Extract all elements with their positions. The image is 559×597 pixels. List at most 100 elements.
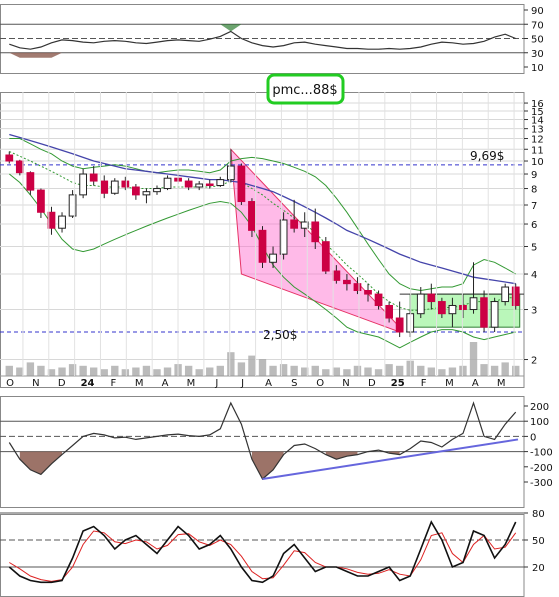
volume-bar	[100, 369, 108, 376]
volume-bar	[501, 362, 509, 376]
candle-up	[490, 301, 499, 328]
candle-down	[321, 241, 330, 272]
month-label: M	[497, 378, 506, 389]
volume-bar	[5, 365, 13, 376]
rsi-panel	[0, 23, 524, 58]
candle-up	[416, 293, 425, 315]
rsi-tick-label: 50	[531, 35, 544, 46]
cci-tick-label: -200	[530, 463, 553, 474]
volume-bar	[343, 369, 351, 376]
volume-bar	[153, 369, 161, 376]
candle-down	[511, 286, 520, 306]
volume-bar	[111, 365, 119, 376]
month-label: M	[187, 378, 196, 389]
volume-bar	[385, 364, 393, 376]
volume-bar	[459, 365, 467, 376]
volume-bar	[37, 365, 45, 376]
candle-down	[89, 173, 98, 182]
month-label: O	[6, 378, 14, 389]
price-tick-label: 15	[531, 107, 544, 118]
price-tick-label: 3	[531, 306, 537, 317]
price-tick-label: 9	[531, 170, 537, 181]
volume-bar	[248, 355, 256, 376]
volume-bar	[364, 367, 372, 376]
month-label: M	[135, 378, 144, 389]
price-tick-label: 16	[531, 99, 544, 110]
price-tick-label: 8	[531, 185, 537, 196]
candle-up	[110, 180, 119, 194]
month-label: J	[240, 378, 244, 389]
month-label: F	[111, 378, 117, 389]
candle-up	[68, 194, 77, 217]
candle-down	[205, 183, 214, 186]
month-label: J	[214, 378, 218, 389]
price-tick-label: 6	[531, 220, 537, 231]
candle-down	[459, 304, 467, 311]
month-label: A	[162, 378, 169, 389]
candle-down	[15, 160, 24, 174]
candle-up	[142, 191, 151, 196]
volume-bar	[301, 367, 309, 376]
volume-bar	[68, 364, 77, 376]
candle-down	[427, 293, 436, 303]
candle-up	[79, 173, 88, 196]
price-tick-label: 14	[531, 116, 544, 127]
year-label: 24	[81, 378, 95, 389]
month-label: N	[32, 378, 39, 389]
candle-up	[195, 183, 204, 188]
candle-down	[395, 317, 404, 333]
price-tick-label: 11	[531, 145, 544, 156]
candle-down	[37, 189, 45, 213]
candle-down	[343, 279, 351, 285]
volume-bar	[16, 367, 24, 376]
candle-up	[226, 165, 235, 181]
candle-down	[237, 165, 246, 203]
cci-tick-label: -100	[530, 448, 553, 459]
price-tick-label: 5	[531, 243, 537, 254]
price-tick-label: 7	[531, 201, 537, 212]
candle-down	[47, 211, 56, 229]
cci-oversold-area	[19, 451, 63, 475]
ticker-badge: pmc...88$	[266, 73, 345, 105]
stoch-signal-line	[9, 530, 517, 582]
stoch-tick-label: 20	[532, 563, 545, 574]
candle-down	[248, 201, 256, 231]
volume-bar	[332, 367, 341, 376]
volume-bar	[58, 367, 66, 376]
month-label: D	[58, 378, 66, 389]
volume-bar	[216, 365, 224, 376]
price-frame	[0, 92, 525, 388]
candle-up	[469, 297, 478, 311]
price-panel: O N D 24 F M A M J J A S O N D 25 F M A M	[0, 92, 524, 389]
candle-down	[437, 301, 446, 315]
volume-bar	[490, 365, 499, 376]
month-label: S	[291, 378, 297, 389]
volume-bar	[311, 365, 319, 376]
ticker-badge-text: pmc...88$	[272, 83, 337, 98]
volume-bar	[89, 367, 98, 376]
volume-bar	[290, 365, 298, 376]
volume-bar	[227, 352, 235, 376]
volume-bar	[469, 342, 478, 376]
month-label: F	[421, 378, 427, 389]
candle-up	[448, 304, 457, 315]
rsi-overbought-area	[220, 24, 242, 32]
volume-bar	[132, 367, 140, 376]
volume-bar	[195, 369, 203, 376]
candle-up	[153, 188, 161, 193]
rsi-tick-label: 10	[531, 63, 544, 74]
candle-up	[279, 219, 288, 255]
volume-bar	[322, 369, 330, 376]
candle-down	[26, 172, 35, 191]
candle-down	[311, 221, 320, 243]
price-tick-label: 10	[531, 157, 544, 168]
resistance-level-label: 9,69$	[470, 149, 504, 163]
candle-down	[332, 270, 341, 281]
stoch-tick-label: 50	[532, 536, 545, 547]
price-tick-label: 12	[531, 135, 544, 146]
volume-bar	[395, 365, 404, 376]
volume-bar	[206, 367, 214, 376]
candle-down	[100, 180, 109, 194]
volume-bar	[279, 364, 288, 376]
